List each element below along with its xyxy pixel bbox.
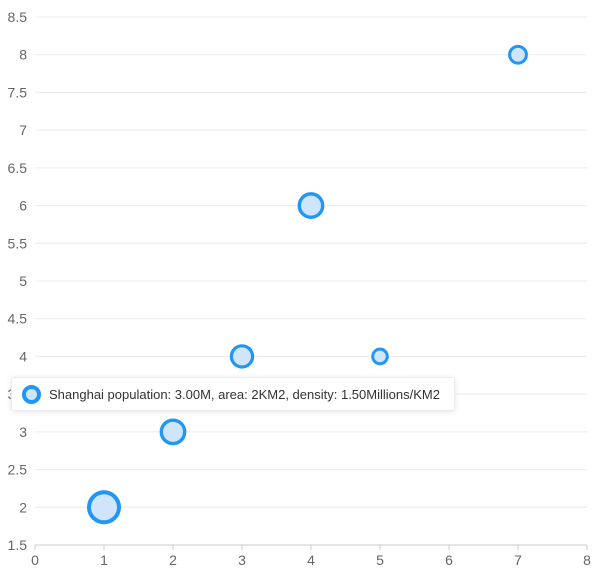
x-tick-label: 1 bbox=[100, 552, 108, 568]
y-tick-label: 6 bbox=[19, 198, 27, 214]
data-point[interactable] bbox=[297, 192, 325, 219]
y-tick-label: 1.5 bbox=[8, 537, 28, 553]
x-tick-label: 0 bbox=[31, 552, 39, 568]
data-point[interactable] bbox=[159, 418, 187, 446]
x-tick-label: 3 bbox=[238, 552, 246, 568]
data-point[interactable] bbox=[508, 44, 528, 65]
tooltip: Shanghai population: 3.00M, area: 2KM2, … bbox=[11, 377, 455, 411]
y-tick-label: 5 bbox=[19, 273, 27, 289]
y-tick-label: 4.5 bbox=[8, 311, 28, 327]
y-tick-label: 8 bbox=[19, 47, 27, 63]
y-tick-label: 3 bbox=[19, 424, 27, 440]
x-tick-label: 7 bbox=[514, 552, 522, 568]
x-tick-label: 2 bbox=[169, 552, 177, 568]
grid bbox=[35, 16, 587, 546]
tooltip-marker-icon bbox=[22, 384, 41, 404]
y-tick-label: 7.5 bbox=[8, 84, 28, 100]
y-tick-label: 7 bbox=[19, 122, 27, 138]
y-tick-label: 6.5 bbox=[8, 160, 28, 176]
y-tick-label: 2 bbox=[19, 499, 27, 515]
x-tick-label: 4 bbox=[307, 552, 315, 568]
x-tick-label: 6 bbox=[445, 552, 453, 568]
data-point[interactable] bbox=[371, 347, 389, 366]
data-points bbox=[87, 44, 528, 525]
data-point[interactable] bbox=[87, 490, 121, 525]
x-tick-label: 5 bbox=[376, 552, 384, 568]
tooltip-text: Shanghai population: 3.00M, area: 2KM2, … bbox=[49, 386, 440, 402]
y-tick-label: 8.5 bbox=[8, 9, 28, 25]
y-tick-label: 5.5 bbox=[8, 235, 28, 251]
y-tick-label: 2.5 bbox=[8, 462, 28, 478]
y-tick-label: 4 bbox=[19, 348, 27, 364]
data-point[interactable] bbox=[229, 344, 255, 369]
x-tick-label: 8 bbox=[583, 552, 591, 568]
